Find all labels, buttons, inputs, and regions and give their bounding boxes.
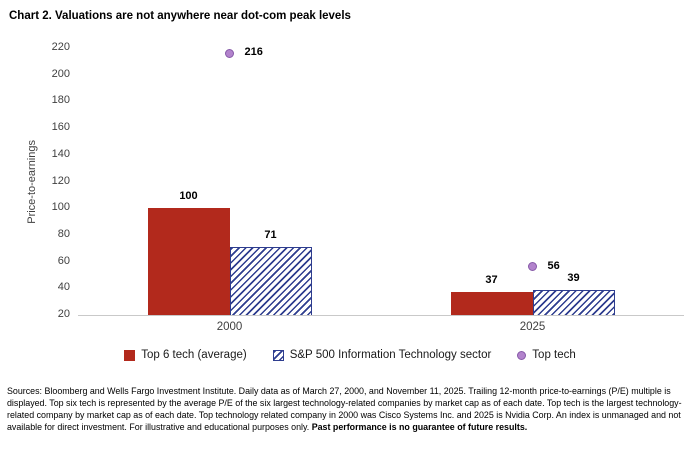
point-value-label: 56	[547, 259, 560, 272]
legend-item-sp500-it-sector: S&P 500 Information Technology sector	[272, 349, 492, 361]
y-tick-label: 20	[57, 308, 70, 320]
legend: Top 6 tech (average) S&P 500 Information…	[0, 346, 700, 364]
x-tick-label: 2025	[519, 321, 546, 333]
y-tick-label: 220	[51, 41, 70, 53]
y-tick-label: 100	[51, 201, 70, 214]
y-tick-label: 180	[51, 94, 70, 107]
y-tick-label: 140	[51, 147, 70, 160]
bar-value-label: 37	[485, 274, 498, 287]
y-tick-label: 120	[51, 174, 70, 187]
legend-swatch-top6-tech	[124, 349, 136, 361]
legend-label-sp500-it-sector: S&P 500 Information Technology sector	[289, 349, 492, 361]
bar-2000	[229, 246, 312, 315]
legend-item-top6-tech: Top 6 tech (average)	[124, 349, 247, 361]
y-tick-label: 200	[51, 67, 70, 80]
chart-title: Chart 2. Valuations are not anywhere nea…	[9, 10, 351, 22]
legend-label-top-tech: Top tech	[532, 349, 576, 361]
bar-value-label: 100	[179, 190, 198, 203]
bar-2000	[147, 208, 230, 315]
point-marker	[225, 48, 234, 58]
y-axis-tick-labels: 220 200 180 160 140 120 100 80 60 40 20	[34, 41, 70, 320]
y-tick-label: 40	[57, 281, 70, 294]
bar-value-label: 39	[567, 271, 580, 284]
source-note-text: Sources: Bloomberg and Wells Fargo Inves…	[7, 386, 682, 432]
y-tick-label: 60	[57, 254, 70, 267]
legend-label-top6-tech: Top 6 tech (average)	[141, 349, 247, 361]
legend-item-top-tech: Top tech	[517, 349, 576, 361]
source-note: Sources: Bloomberg and Wells Fargo Inves…	[7, 386, 693, 433]
y-tick-label: 160	[51, 121, 70, 134]
point-marker	[528, 262, 537, 272]
legend-swatch-sp500-it-sector	[272, 349, 284, 361]
legend-swatch-top-tech	[517, 350, 527, 360]
x-tick-label: 2000	[216, 321, 243, 333]
bar-2025	[532, 289, 615, 315]
plot-area: 2000 100 71 216 2025 37 39 56	[78, 46, 684, 333]
y-tick-label: 80	[57, 227, 70, 240]
source-note-disclaimer: Past performance is no guarantee of futu…	[311, 421, 528, 432]
bar-value-label: 71	[264, 228, 277, 241]
point-value-label: 216	[244, 46, 263, 59]
bar-2025	[450, 292, 533, 315]
